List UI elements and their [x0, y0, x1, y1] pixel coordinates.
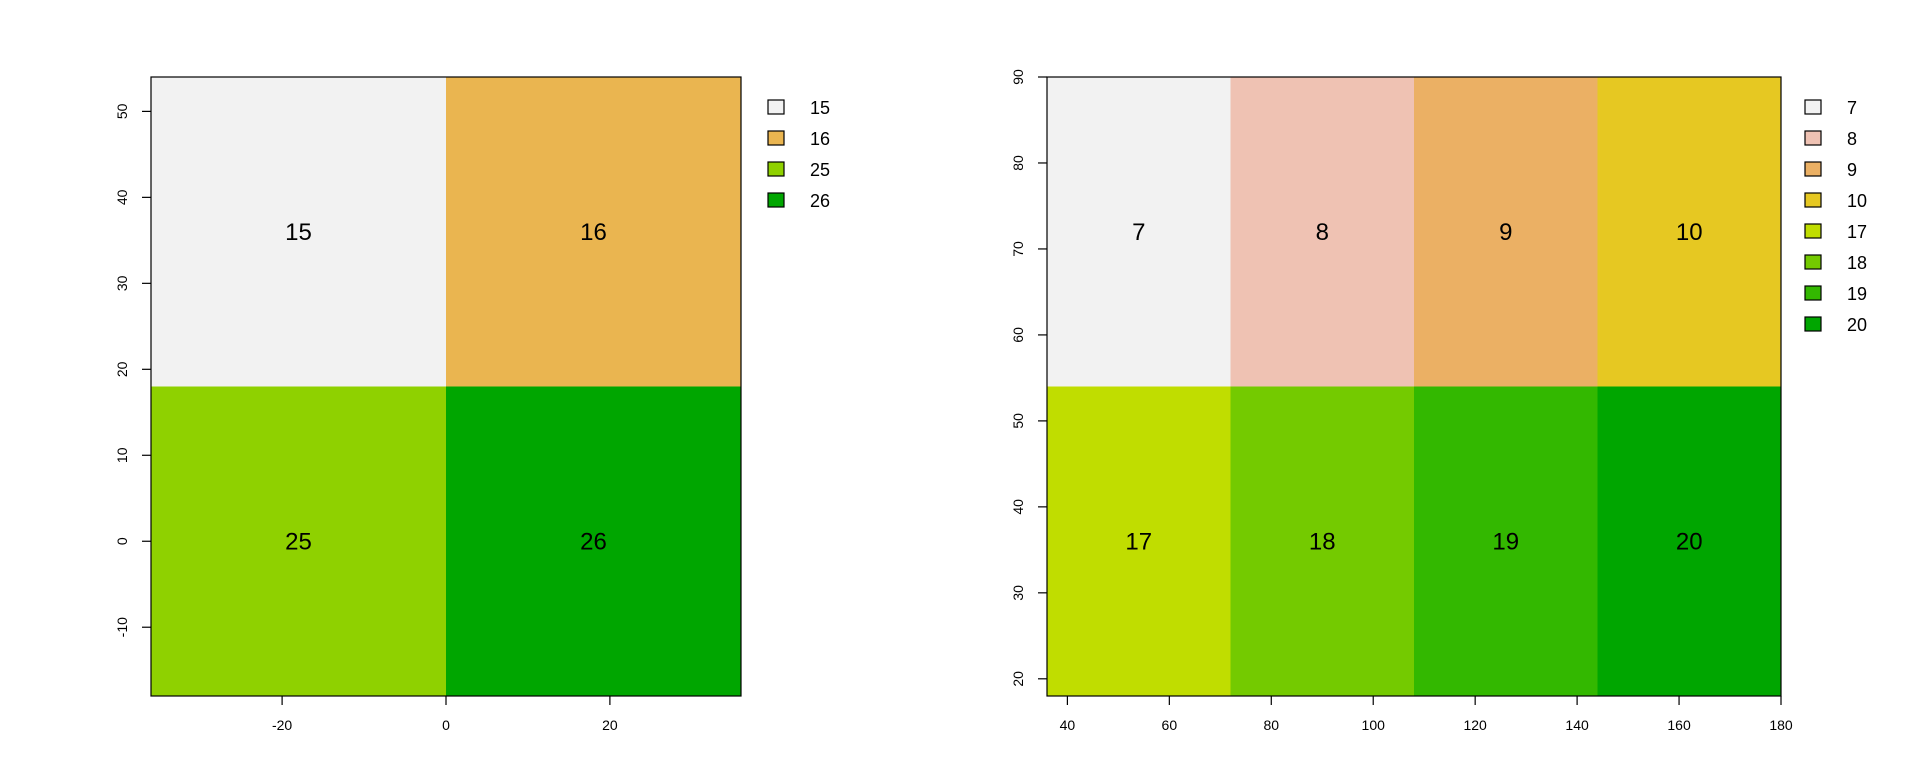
y-tick-label: 30 — [114, 275, 130, 291]
legend-swatch — [1804, 316, 1822, 332]
raster-cell — [446, 77, 741, 387]
legend-label: 16 — [810, 129, 830, 149]
x-tick-label: 80 — [1263, 717, 1279, 733]
legend-label: 25 — [810, 160, 830, 180]
legend-label: 20 — [1847, 315, 1867, 335]
legend-label: 26 — [810, 191, 830, 211]
x-tick-label: 180 — [1769, 717, 1793, 733]
legend-swatch — [1804, 99, 1822, 115]
raster-cell — [151, 386, 446, 696]
y-tick-label: 90 — [1010, 69, 1026, 85]
y-tick-label: 50 — [114, 103, 130, 119]
legend-swatch — [1804, 285, 1822, 301]
raster-cell — [1230, 77, 1414, 387]
cell-value-label: 26 — [580, 528, 607, 555]
y-tick-label: 30 — [1010, 585, 1026, 601]
raster-cell — [446, 386, 741, 696]
cell-value-label: 16 — [580, 219, 607, 246]
x-tick-label: -20 — [272, 717, 292, 733]
left-raster-panel: 15 16 25 26 -20 0 20 -10 0 10 20 30 40 50 15 16 25 26 — [114, 76, 830, 733]
raster-cell — [1047, 386, 1231, 696]
raster-cell — [151, 77, 446, 387]
legend-swatch — [1804, 254, 1822, 270]
legend-swatch — [767, 99, 785, 115]
legend-swatch — [1804, 130, 1822, 146]
legend-label: 8 — [1847, 129, 1857, 149]
legend-swatch — [1804, 192, 1822, 208]
x-tick-label: 60 — [1162, 717, 1178, 733]
legend-label: 15 — [810, 98, 830, 118]
y-tick-label: 20 — [114, 361, 130, 377]
cell-value-label: 10 — [1676, 219, 1703, 246]
x-tick-label: 20 — [602, 717, 618, 733]
legend-label: 10 — [1847, 191, 1867, 211]
cell-value-label: 7 — [1132, 219, 1145, 246]
legend-swatch — [1804, 161, 1822, 177]
y-tick-label: 50 — [1010, 413, 1026, 429]
raster-cell — [1230, 386, 1414, 696]
legend-label: 9 — [1847, 160, 1857, 180]
raster-cell — [1047, 77, 1231, 387]
x-tick-label: 160 — [1667, 717, 1691, 733]
x-tick-label: 100 — [1362, 717, 1386, 733]
raster-cell — [1597, 77, 1781, 387]
legend-label: 7 — [1847, 98, 1857, 118]
x-tick-label: 120 — [1463, 717, 1487, 733]
cell-value-label: 9 — [1499, 219, 1512, 246]
legend-swatch — [767, 192, 785, 208]
legend-label: 17 — [1847, 222, 1867, 242]
right-raster-panel: 7 8 9 10 17 18 19 20 40 60 80 100 120 140 160 180 20 30 40… — [1010, 69, 1867, 733]
y-tick-label: 60 — [1010, 327, 1026, 343]
y-tick-label: 0 — [114, 537, 130, 545]
y-tick-label: 20 — [1010, 671, 1026, 687]
raster-cell — [1597, 386, 1781, 696]
y-tick-label: 40 — [1010, 499, 1026, 515]
cell-value-label: 20 — [1676, 528, 1703, 555]
y-tick-label: 40 — [114, 189, 130, 205]
legend-swatch — [767, 161, 785, 177]
cell-value-label: 17 — [1125, 528, 1152, 555]
y-tick-label: 80 — [1010, 155, 1026, 171]
cell-value-label: 15 — [285, 219, 312, 246]
raster-cell — [1414, 386, 1598, 696]
cell-value-label: 25 — [285, 528, 312, 555]
x-tick-label: 0 — [442, 717, 450, 733]
y-tick-label: 10 — [114, 447, 130, 463]
y-tick-label: 70 — [1010, 241, 1026, 257]
cell-value-label: 8 — [1316, 219, 1329, 246]
cell-value-label: 18 — [1309, 528, 1336, 555]
x-tick-label: 40 — [1060, 717, 1076, 733]
plot-frame — [1046, 76, 1782, 697]
legend-swatch — [1804, 223, 1822, 239]
raster-cell — [1414, 77, 1598, 387]
x-tick-label: 140 — [1565, 717, 1589, 733]
cell-value-label: 19 — [1492, 528, 1519, 555]
legend-swatch — [767, 130, 785, 146]
legend-label: 18 — [1847, 253, 1867, 273]
y-tick-label: -10 — [114, 617, 130, 637]
legend-label: 19 — [1847, 284, 1867, 304]
